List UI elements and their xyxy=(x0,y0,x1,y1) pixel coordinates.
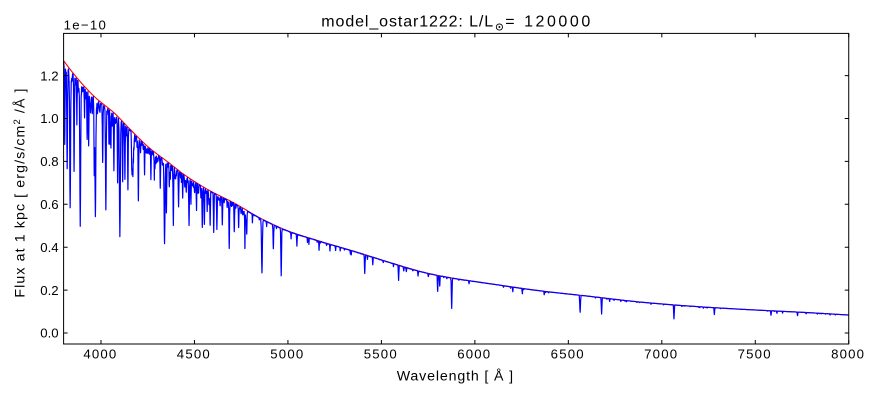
svg-text:6500: 6500 xyxy=(551,347,585,362)
svg-text:= 120000: = 120000 xyxy=(505,13,593,30)
svg-text:4000: 4000 xyxy=(83,347,117,362)
svg-text:1.0: 1.0 xyxy=(40,111,58,126)
svg-text:0.4: 0.4 xyxy=(40,240,58,255)
svg-text:7000: 7000 xyxy=(644,347,678,362)
svg-text:0.0: 0.0 xyxy=(40,326,58,341)
svg-text:5000: 5000 xyxy=(270,347,304,362)
svg-text:1.2: 1.2 xyxy=(40,68,58,83)
svg-text:6000: 6000 xyxy=(457,347,491,362)
svg-text:0.8: 0.8 xyxy=(40,154,58,169)
svg-text:model_ostar1222: L/L: model_ostar1222: L/L xyxy=(321,13,494,30)
svg-text:Wavelength [ Å ]: Wavelength [ Å ] xyxy=(397,368,514,385)
svg-text:5500: 5500 xyxy=(364,347,398,362)
svg-text:0.6: 0.6 xyxy=(40,197,58,212)
svg-text:8000: 8000 xyxy=(831,347,865,362)
svg-text:Flux at 1 kpc [ erg/s/cm2 /Å ]: Flux at 1 kpc [ erg/s/cm2 /Å ] xyxy=(12,87,29,297)
svg-text:7500: 7500 xyxy=(738,347,772,362)
svg-text:4500: 4500 xyxy=(177,347,211,362)
svg-text:0.2: 0.2 xyxy=(40,283,58,298)
svg-text:1e−10: 1e−10 xyxy=(64,18,108,33)
